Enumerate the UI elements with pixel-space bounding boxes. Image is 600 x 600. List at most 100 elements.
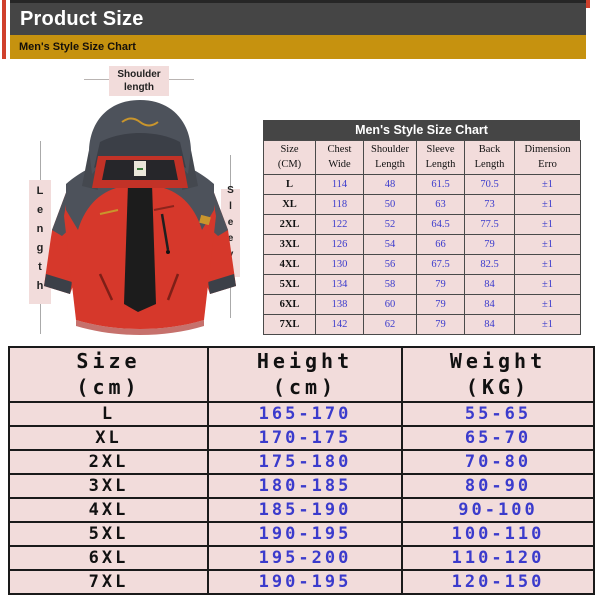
size-chart-row: 2XL 122 52 64.5 77.5 ±1 <box>263 214 581 235</box>
length-label: Length <box>29 180 51 304</box>
cell-height: 190-195 <box>207 569 403 595</box>
size-chart-header-row: Size (CM) Chest Wide Shoulder Length Sle… <box>263 140 581 175</box>
cell-size: L <box>263 174 316 195</box>
cell-weight: 90-100 <box>401 497 595 523</box>
col-header-size: Size (CM) <box>263 140 316 175</box>
col-header-dimension: Dimension Erro <box>514 140 581 175</box>
cell-size: 3XL <box>8 473 209 499</box>
cell-size: 2XL <box>8 449 209 475</box>
hw-row: 4XL 185-190 90-100 <box>8 497 595 523</box>
cell-sleeve: 79 <box>416 314 465 335</box>
cell-sleeve: 79 <box>416 274 465 295</box>
size-chart-row: 4XL 130 56 67.5 82.5 ±1 <box>263 254 581 275</box>
cell-sleeve: 63 <box>416 194 465 215</box>
size-chart-row: L 114 48 61.5 70.5 ±1 <box>263 174 581 195</box>
cell-chest: 130 <box>315 254 364 275</box>
cell-chest: 118 <box>315 194 364 215</box>
cell-weight: 65-70 <box>401 425 595 451</box>
cell-dimension: ±1 <box>514 234 581 255</box>
cell-size: 6XL <box>8 545 209 571</box>
size-chart-title: Men's Style Size Chart <box>263 120 580 140</box>
shoulder-tick-left <box>84 79 109 80</box>
arm-patch <box>199 214 211 226</box>
cell-size: 3XL <box>263 234 316 255</box>
hw-row: L 165-170 55-65 <box>8 401 595 427</box>
size-chart-row: 5XL 134 58 79 84 ±1 <box>263 274 581 295</box>
size-chart-row: 3XL 126 54 66 79 ±1 <box>263 234 581 255</box>
cell-shoulder: 50 <box>363 194 417 215</box>
cell-chest: 134 <box>315 274 364 295</box>
hw-row: XL 170-175 65-70 <box>8 425 595 451</box>
cell-dimension: ±1 <box>514 294 581 315</box>
col-header-size-cm: Size (cm) <box>8 346 209 403</box>
cell-shoulder: 56 <box>363 254 417 275</box>
cell-back: 77.5 <box>464 214 515 235</box>
cell-size: XL <box>8 425 209 451</box>
cell-size: L <box>8 401 209 427</box>
size-chart-row: 6XL 138 60 79 84 ±1 <box>263 294 581 315</box>
cell-dimension: ±1 <box>514 314 581 335</box>
pocket-right <box>166 273 180 301</box>
cell-weight: 80-90 <box>401 473 595 499</box>
cell-dimension: ±1 <box>514 174 581 195</box>
corner-accent-tick <box>585 0 590 8</box>
pocket-left <box>98 273 114 301</box>
cell-weight: 100-110 <box>401 521 595 547</box>
section-title: Men's Style Size Chart <box>19 41 136 53</box>
shoulder-length-label: Shoulder length <box>109 66 169 96</box>
cell-back: 84 <box>464 274 515 295</box>
page-title: Product Size <box>20 7 144 30</box>
cell-dimension: ±1 <box>514 194 581 215</box>
hw-row: 2XL 175-180 70-80 <box>8 449 595 475</box>
cell-back: 70.5 <box>464 174 515 195</box>
mens-size-chart: Men's Style Size Chart Size (CM) Chest W… <box>263 120 581 335</box>
size-chart-row: XL 118 50 63 73 ±1 <box>263 194 581 215</box>
cell-size: 4XL <box>263 254 316 275</box>
cell-chest: 114 <box>315 174 364 195</box>
hw-row: 5XL 190-195 100-110 <box>8 521 595 547</box>
col-header-shoulder: Shoulder Length <box>363 140 417 175</box>
cell-shoulder: 60 <box>363 294 417 315</box>
cell-back: 79 <box>464 234 515 255</box>
cell-sleeve: 61.5 <box>416 174 465 195</box>
cell-chest: 122 <box>315 214 364 235</box>
hw-row: 6XL 195-200 110-120 <box>8 545 595 571</box>
cell-sleeve: 64.5 <box>416 214 465 235</box>
cell-size: 2XL <box>263 214 316 235</box>
cell-sleeve: 66 <box>416 234 465 255</box>
cell-size: 5XL <box>8 521 209 547</box>
jacket-collar <box>92 156 188 188</box>
cell-size: 7XL <box>263 314 316 335</box>
cell-back: 84 <box>464 294 515 315</box>
chest-logo <box>99 209 119 215</box>
cell-chest: 142 <box>315 314 364 335</box>
jacket-image <box>44 100 236 335</box>
cell-size: XL <box>263 194 316 215</box>
jacket-details <box>98 205 211 301</box>
page-header: Product Size <box>10 0 586 35</box>
col-header-height-cm: Height (cm) <box>207 346 403 403</box>
shoulder-tick-right <box>169 79 194 80</box>
cell-size: 7XL <box>8 569 209 595</box>
cell-weight: 70-80 <box>401 449 595 475</box>
height-weight-table: Size (cm) Height (cm) Weight (KG) L 165-… <box>8 346 595 595</box>
col-header-chest: Chest Wide <box>315 140 364 175</box>
cell-sleeve: 67.5 <box>416 254 465 275</box>
cell-height: 175-180 <box>207 449 403 475</box>
col-header-sleeve: Sleeve Length <box>416 140 465 175</box>
cell-height: 195-200 <box>207 545 403 571</box>
hood-logo <box>121 117 159 127</box>
cell-size: 5XL <box>263 274 316 295</box>
cell-shoulder: 54 <box>363 234 417 255</box>
cell-sleeve: 79 <box>416 294 465 315</box>
cell-height: 170-175 <box>207 425 403 451</box>
hw-row: 3XL 180-185 80-90 <box>8 473 595 499</box>
cell-weight: 55-65 <box>401 401 595 427</box>
cell-dimension: ±1 <box>514 214 581 235</box>
cell-weight: 120-150 <box>401 569 595 595</box>
jacket-body <box>64 171 216 335</box>
cell-height: 180-185 <box>207 473 403 499</box>
height-weight-chart: Size (cm) Height (cm) Weight (KG) L 165-… <box>8 346 595 595</box>
cell-shoulder: 58 <box>363 274 417 295</box>
